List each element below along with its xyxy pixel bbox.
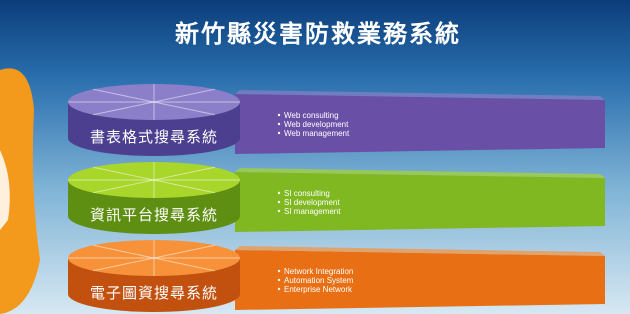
item: Network Integration [284, 267, 353, 276]
bullet [278, 279, 280, 281]
item: Web development [284, 120, 349, 129]
item: SI management [284, 207, 341, 216]
bullet [278, 270, 280, 272]
item: SI development [284, 198, 340, 207]
item: Automation System [284, 276, 354, 285]
layer-label: 資訊平台搜尋系統 [90, 206, 218, 224]
bullet [278, 132, 280, 134]
layer-label: 書表格式搜尋系統 [90, 128, 218, 146]
bullet [278, 210, 280, 212]
item: Web management [284, 129, 350, 138]
bullet [278, 288, 280, 290]
item: Web consulting [284, 111, 339, 120]
bullet [278, 201, 280, 203]
bullet [278, 114, 280, 116]
item: Enterprise Network [284, 285, 353, 294]
item: SI consulting [284, 189, 330, 198]
bullet [278, 123, 280, 125]
layer-label: 電子圖資搜尋系統 [90, 284, 218, 302]
bullet [278, 192, 280, 194]
slide: 新竹縣災害防救業務系統 書表格式搜尋系統 Web consultingWeb de… [0, 0, 630, 314]
title: 新竹縣災害防救業務系統 [175, 20, 461, 48]
